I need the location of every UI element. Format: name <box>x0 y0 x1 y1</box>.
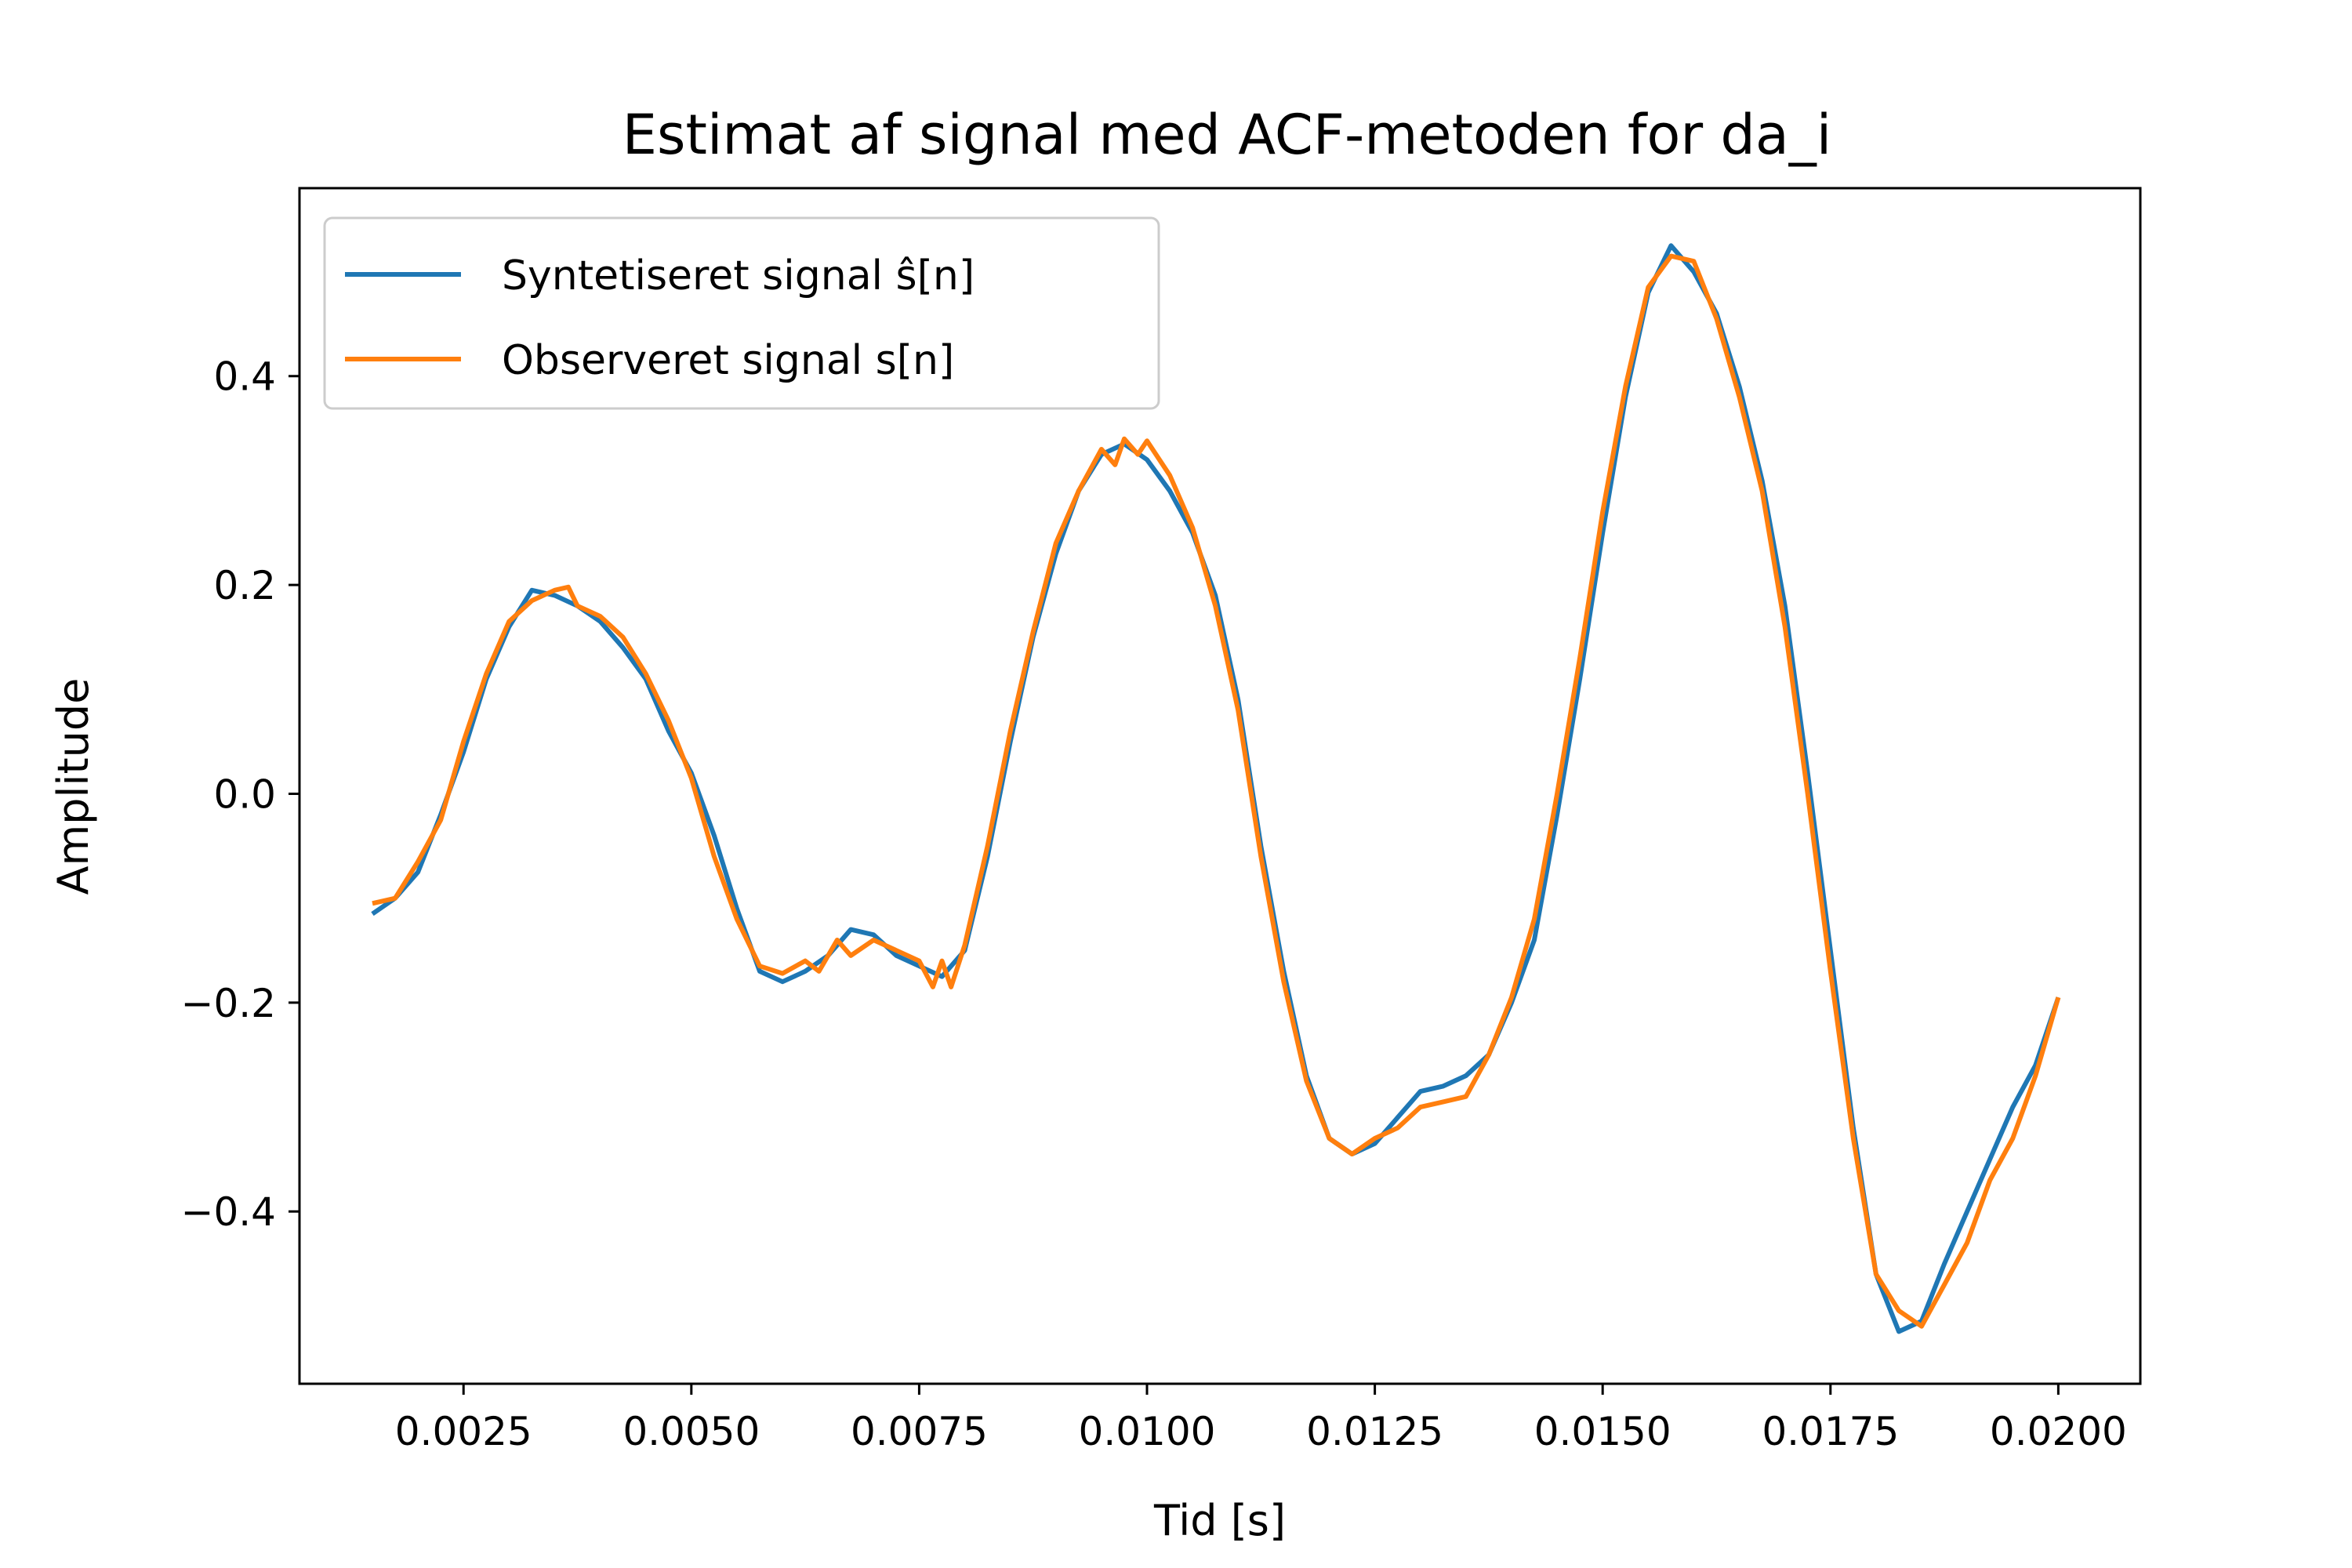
plot-area-frame <box>298 187 2142 1385</box>
series-layer <box>371 243 2061 1334</box>
x-tick-label: 0.0200 <box>1990 1409 2127 1454</box>
x-tick-label: 0.0125 <box>1306 1409 1443 1454</box>
y-axis: 0.4 0.2 0.0 −0.2 −0.4 <box>181 354 299 1235</box>
y-tick-label: −0.2 <box>181 981 276 1026</box>
y-axis-label: Amplitude <box>49 678 98 895</box>
legend-box <box>323 216 1160 410</box>
y-tick-label: 0.0 <box>213 771 276 817</box>
y-tick-label: −0.4 <box>181 1189 276 1235</box>
x-axis: 0.0025 0.0050 0.0075 0.0100 0.0125 0.0150 0.01… <box>395 1384 2127 1454</box>
x-axis-label: Tid [s] <box>1153 1496 1286 1545</box>
legend: Syntetiseret signal ŝ[n] Observeret sign… <box>323 216 1160 410</box>
x-tick-label: 0.0050 <box>622 1409 760 1454</box>
x-tick-label: 0.0025 <box>395 1409 532 1454</box>
x-tick-label: 0.0100 <box>1079 1409 1216 1454</box>
y-tick-label: 0.4 <box>213 354 276 400</box>
legend-label-synthesized: Syntetiseret signal ŝ[n] <box>502 252 975 299</box>
series-line-synthesized <box>371 243 2061 1334</box>
legend-label-observed: Observeret signal s[n] <box>502 337 954 384</box>
x-tick-label: 0.0150 <box>1534 1409 1671 1454</box>
x-tick-label: 0.0175 <box>1762 1409 1899 1454</box>
y-tick-label: 0.2 <box>213 563 276 608</box>
x-tick-label: 0.0075 <box>851 1409 988 1454</box>
chart-title: Estimat af signal med ACF-metoden for da… <box>622 103 1831 167</box>
series-line-observed <box>372 253 2061 1329</box>
